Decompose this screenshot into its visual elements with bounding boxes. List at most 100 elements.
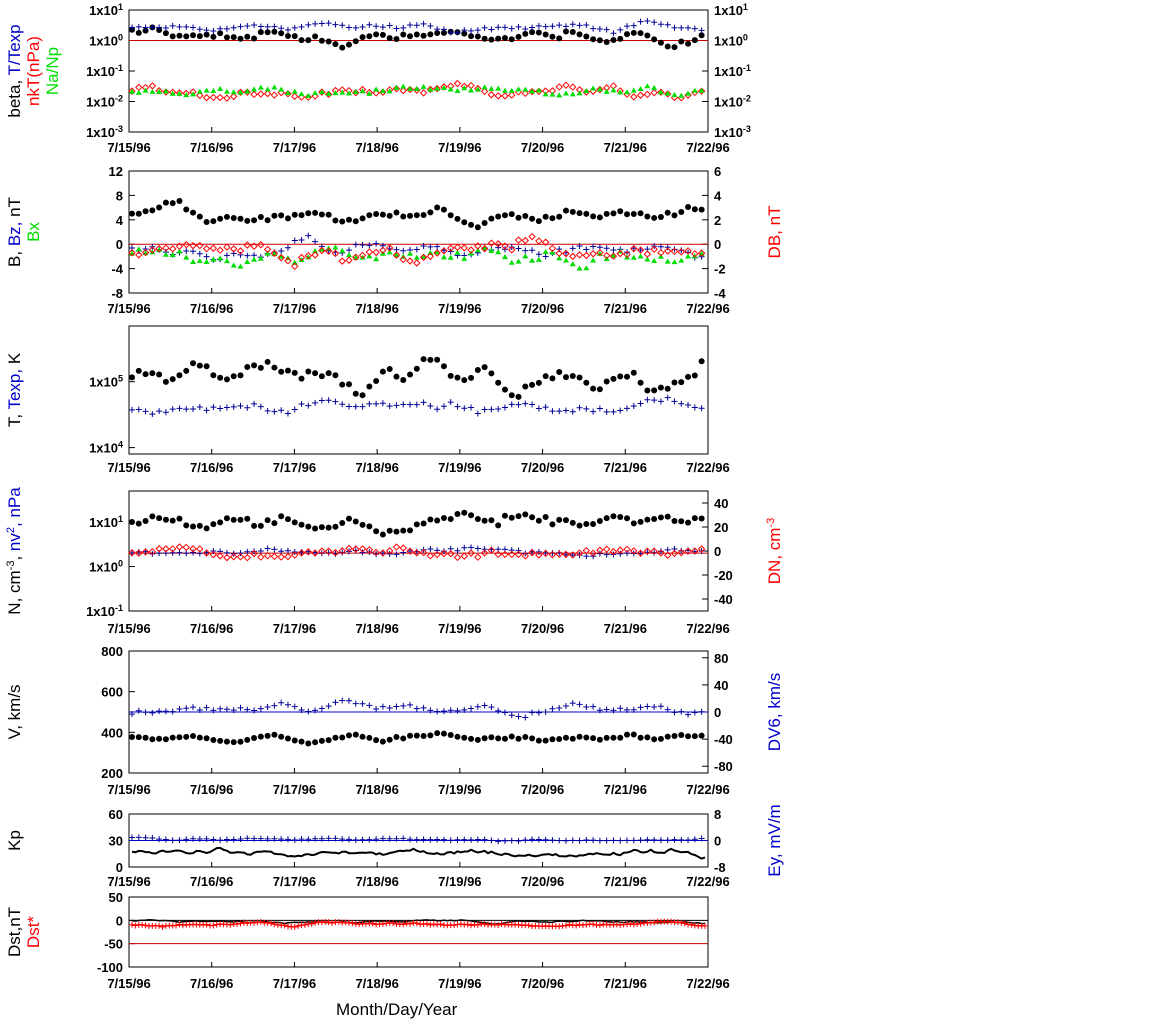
- data-point: [685, 40, 692, 47]
- data-point: [555, 550, 563, 558]
- data-point: [617, 35, 624, 42]
- data-point: [610, 837, 617, 844]
- y-axis-title: nkT(nPa): [24, 36, 43, 106]
- data-point: [359, 836, 366, 843]
- data-point: [366, 212, 373, 219]
- data-point: [196, 33, 203, 40]
- data-point: [674, 919, 681, 926]
- series-dn: [128, 543, 706, 562]
- data-point: [318, 246, 326, 255]
- y-tick-label: 1x105: [89, 374, 123, 390]
- data-point: [590, 408, 597, 415]
- y-tick-label-right: 80: [714, 651, 728, 666]
- data-point: [176, 90, 183, 96]
- y-axis-title: T, Texp, K: [5, 352, 24, 427]
- data-point: [149, 550, 156, 557]
- data-point: [400, 83, 407, 89]
- x-tick-label: 7/17/96: [273, 976, 316, 991]
- data-point: [501, 35, 508, 42]
- data-point: [251, 86, 258, 92]
- data-point: [190, 360, 197, 367]
- data-point: [325, 835, 332, 842]
- data-point: [685, 24, 692, 31]
- data-point: [461, 836, 468, 843]
- series-dst: [131, 918, 706, 925]
- data-point: [508, 514, 515, 521]
- data-point: [400, 24, 407, 31]
- data-point: [312, 707, 319, 714]
- y-axis-title-part: T/Texp: [5, 24, 24, 79]
- data-point: [495, 85, 502, 91]
- data-point: [454, 374, 461, 381]
- x-tick-label: 7/21/96: [604, 460, 647, 475]
- data-point: [515, 245, 522, 252]
- data-point: [217, 255, 224, 261]
- data-point: [257, 255, 264, 261]
- data-point: [264, 29, 271, 36]
- data-point: [685, 90, 692, 96]
- x-tick-label: 7/15/96: [107, 460, 150, 475]
- series-line: [131, 918, 706, 925]
- data-point: [284, 923, 291, 930]
- data-point: [671, 44, 678, 51]
- data-point: [237, 251, 244, 258]
- data-point: [291, 836, 298, 843]
- data-point: [284, 33, 291, 40]
- y-tick-label: -8: [111, 286, 123, 301]
- data-point: [393, 209, 400, 216]
- y-tick-label: 1x10-2: [86, 94, 123, 110]
- data-point: [576, 210, 583, 217]
- data-point: [312, 33, 319, 40]
- data-point: [413, 86, 421, 94]
- data-point: [495, 522, 502, 529]
- data-point: [685, 402, 692, 409]
- data-point: [407, 401, 414, 408]
- data-point: [461, 405, 468, 412]
- data-point: [643, 547, 652, 555]
- data-point: [386, 365, 393, 372]
- y-axis-title-part: nkT(nPa): [24, 36, 43, 106]
- data-point: [453, 243, 462, 251]
- data-point: [562, 81, 570, 89]
- data-point: [461, 255, 468, 261]
- data-point: [352, 836, 359, 843]
- data-point: [413, 365, 420, 372]
- data-point: [308, 920, 315, 927]
- y-tick-label: 8: [116, 188, 123, 203]
- data-point: [569, 519, 576, 526]
- y-axis-title: B, Bz, nT: [5, 197, 24, 267]
- data-point: [365, 248, 374, 256]
- data-point: [263, 551, 272, 560]
- data-point: [602, 251, 611, 260]
- data-point: [244, 835, 251, 842]
- data-point: [644, 83, 651, 89]
- data-point: [501, 87, 508, 93]
- data-point: [603, 515, 610, 522]
- data-point: [430, 921, 437, 928]
- data-point: [617, 208, 624, 215]
- data-point: [142, 24, 149, 31]
- data-point: [582, 88, 591, 96]
- data-point: [244, 252, 251, 259]
- data-point: [257, 522, 264, 529]
- data-point: [345, 256, 353, 264]
- data-point: [149, 207, 156, 214]
- data-point: [468, 922, 475, 929]
- data-point: [610, 36, 617, 43]
- data-point: [373, 378, 380, 385]
- data-point: [237, 372, 244, 379]
- data-point: [495, 249, 502, 255]
- data-point: [488, 215, 495, 222]
- data-point: [556, 213, 563, 220]
- data-point: [372, 89, 380, 97]
- data-point: [637, 400, 644, 407]
- data-point: [529, 247, 536, 254]
- data-point: [495, 35, 502, 42]
- data-point: [142, 548, 149, 555]
- data-point: [305, 548, 312, 555]
- data-point: [515, 258, 522, 264]
- data-point: [169, 200, 176, 207]
- data-point: [522, 400, 529, 407]
- data-point: [610, 87, 617, 93]
- data-point: [664, 43, 671, 50]
